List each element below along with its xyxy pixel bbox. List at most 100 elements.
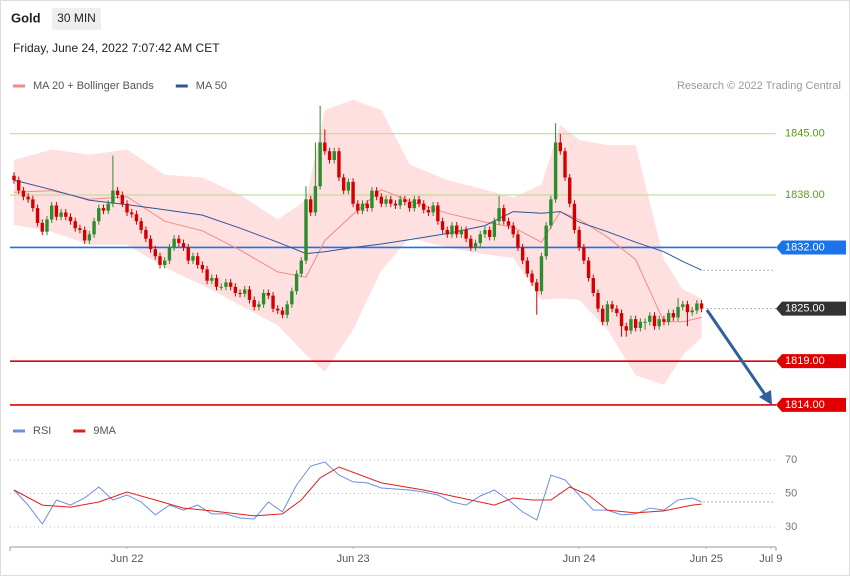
- candle-body: [195, 256, 200, 265]
- x-tick-label: Jun 23: [337, 553, 370, 565]
- candle-body: [643, 321, 647, 323]
- candle-body: [134, 214, 139, 222]
- candle-body: [502, 208, 506, 222]
- candle-body: [450, 225, 454, 235]
- candle-body: [558, 142, 563, 152]
- candle-body: [530, 273, 534, 283]
- candle-body: [582, 247, 586, 261]
- candle-body: [379, 196, 384, 204]
- candle-body: [497, 208, 501, 222]
- candle-body: [31, 199, 35, 209]
- candle-body: [629, 319, 633, 331]
- candle-body: [214, 278, 219, 287]
- candle-body: [511, 225, 515, 235]
- level-label: 1832.00: [785, 241, 825, 253]
- candle-body: [572, 203, 577, 230]
- candle-body: [261, 292, 266, 305]
- candle-body: [299, 260, 303, 274]
- candle-body: [648, 315, 652, 322]
- candle-body: [12, 175, 16, 181]
- series-line: [13, 179, 702, 271]
- candle-body: [158, 256, 162, 265]
- candle-body: [591, 278, 595, 293]
- x-tick-label: Jun 22: [111, 553, 144, 565]
- forecast-arrow: [705, 309, 768, 397]
- candle-body: [285, 304, 289, 315]
- candle-body: [337, 151, 341, 178]
- credit: Research © 2022 Trading Central: [677, 80, 841, 92]
- level-label: 1845.00: [785, 128, 825, 140]
- candle-body: [228, 282, 233, 287]
- candle-body: [294, 273, 299, 292]
- candle-body: [78, 228, 82, 230]
- level-label: 1819.00: [785, 355, 825, 367]
- candle-body: [247, 289, 252, 300]
- bollinger-band: [14, 99, 702, 385]
- legend-swatch: [175, 84, 188, 88]
- candle-body: [271, 295, 275, 309]
- candle-body: [186, 247, 190, 261]
- candle-body: [106, 203, 110, 211]
- candle-body: [35, 208, 40, 223]
- candle-body: [97, 208, 101, 222]
- candle-body: [662, 319, 666, 322]
- candle-body: [257, 304, 261, 307]
- candle-body: [309, 199, 313, 213]
- candle-body: [454, 225, 459, 235]
- candle-body: [111, 190, 115, 204]
- candle-body: [445, 229, 449, 235]
- level-badge: [776, 240, 846, 255]
- legend-swatch: [13, 429, 25, 433]
- candle-body: [516, 234, 520, 248]
- candle-body: [130, 212, 134, 215]
- candle-body: [87, 234, 92, 241]
- candle-body: [120, 194, 125, 204]
- plots: 1845.00 1838.00 1832.00 1825.00 1819.00 1814.…: [9, 80, 846, 565]
- candle-body: [417, 199, 421, 204]
- candle-body: [657, 319, 661, 327]
- candle-body: [393, 203, 398, 206]
- candle-body: [681, 304, 685, 307]
- candle-body: [49, 205, 54, 220]
- candle-body: [666, 313, 671, 322]
- candle-body: [440, 221, 445, 230]
- candle-body: [54, 205, 59, 217]
- candle-body: [695, 303, 699, 311]
- candle-body: [487, 229, 492, 237]
- candle-body: [163, 260, 167, 265]
- candle-body: [553, 142, 558, 200]
- candle-body: [323, 142, 327, 152]
- candle-body: [290, 291, 294, 305]
- level-badge: [776, 301, 846, 316]
- candle-body: [153, 249, 157, 257]
- candle-body: [473, 243, 478, 248]
- candle-body: [172, 238, 176, 248]
- candle-body: [191, 256, 195, 261]
- candle-body: [685, 304, 690, 313]
- legend-swatch: [13, 84, 25, 88]
- candle-body: [115, 190, 120, 195]
- candle-body: [17, 180, 21, 191]
- candle-body: [139, 221, 143, 230]
- candle-body: [407, 201, 412, 209]
- candle-body: [605, 304, 610, 322]
- candle-body: [478, 234, 482, 244]
- level-label: 1838.00: [785, 189, 825, 201]
- y-tick-label: 50: [785, 487, 797, 499]
- candle-body: [525, 260, 530, 274]
- candle-body: [469, 238, 473, 248]
- candle-body: [351, 181, 355, 204]
- candle-body: [205, 269, 209, 281]
- candle-body: [365, 203, 369, 209]
- y-tick-label: 70: [785, 454, 797, 466]
- candle-body: [426, 209, 431, 213]
- candle-body: [59, 212, 63, 217]
- candle-body: [676, 306, 680, 318]
- candle-body: [596, 292, 600, 309]
- candle-body: [304, 199, 308, 261]
- candle-body: [436, 205, 440, 222]
- candle-body: [276, 308, 280, 311]
- legend-label: MA 50: [196, 80, 227, 92]
- candle-body: [224, 282, 228, 287]
